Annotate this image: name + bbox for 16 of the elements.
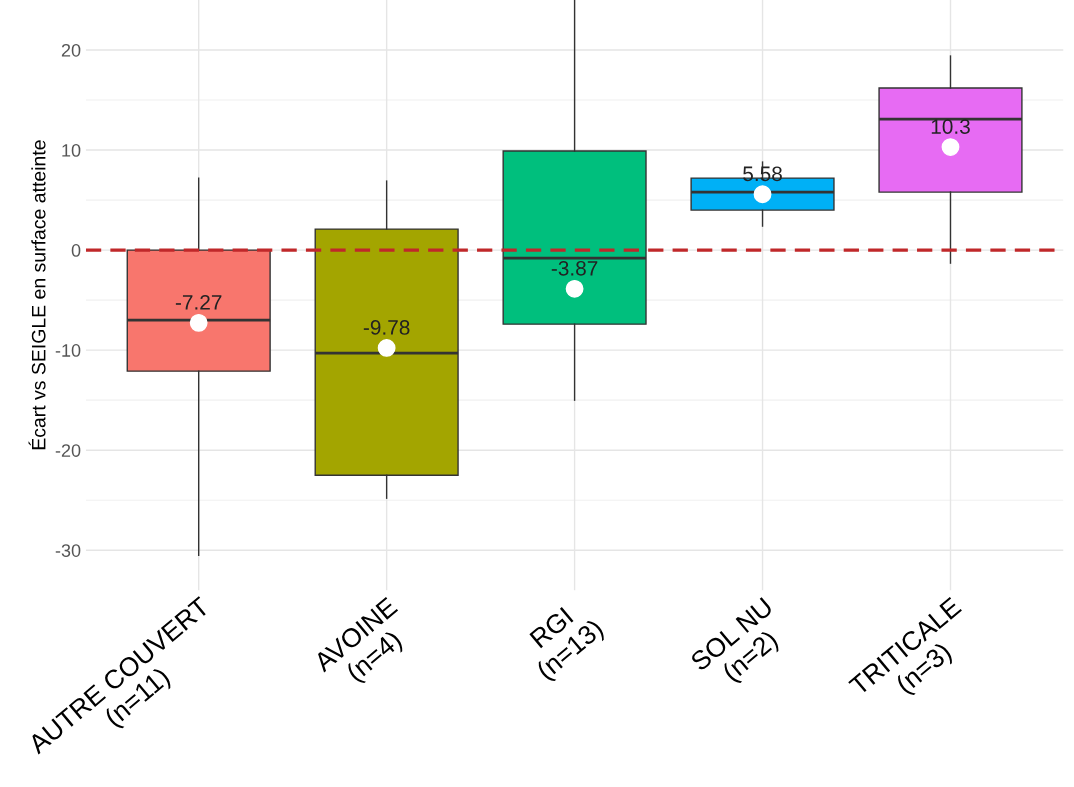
y-tick-label: 10 bbox=[62, 144, 81, 157]
point bbox=[377, 339, 396, 357]
data-label: -3.87 bbox=[551, 260, 598, 276]
y-tick-label: -20 bbox=[55, 444, 81, 457]
data-label: -7.27 bbox=[175, 294, 222, 310]
data-label: -9.78 bbox=[363, 320, 410, 335]
point bbox=[565, 279, 584, 298]
y-tick-label: 20 bbox=[61, 43, 81, 57]
y-tick-label: 0 bbox=[71, 244, 81, 257]
point bbox=[189, 313, 208, 332]
point bbox=[941, 138, 960, 156]
point bbox=[753, 185, 772, 204]
y-axis-title: Écart vs SEIGLE en surface atteinte bbox=[28, 140, 46, 450]
data-label: 10.3 bbox=[931, 119, 970, 134]
y-tick-label: -30 bbox=[55, 544, 81, 557]
y-tick-label: -10 bbox=[55, 344, 81, 357]
